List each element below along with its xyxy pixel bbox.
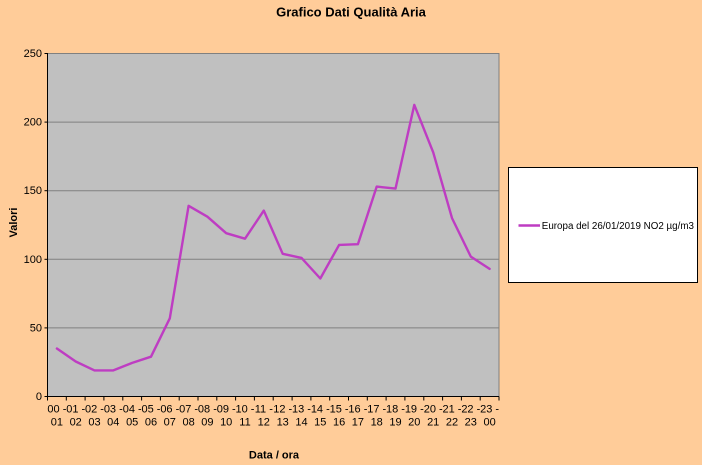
svg-text:18 -: 18 - [386,403,405,415]
svg-text:05: 05 [126,416,138,428]
svg-text:09: 09 [201,416,213,428]
svg-text:16: 16 [333,416,345,428]
svg-text:20 -: 20 - [424,403,443,415]
svg-text:11 -: 11 - [255,403,273,415]
svg-text:22: 22 [446,416,458,428]
svg-text:Data / ora: Data / ora [249,450,300,462]
svg-text:150: 150 [24,185,42,197]
svg-text:01 -: 01 - [66,403,85,415]
svg-text:06 -: 06 - [160,403,179,415]
svg-text:50: 50 [30,322,42,334]
svg-text:11: 11 [239,416,250,428]
svg-text:04: 04 [107,416,119,428]
svg-text:06: 06 [145,416,157,428]
svg-text:08 -: 08 - [198,403,217,415]
svg-text:19: 19 [389,416,401,428]
svg-text:03 -: 03 - [104,403,123,415]
svg-text:04 -: 04 - [123,403,142,415]
svg-text:23 -: 23 - [480,403,499,415]
svg-text:Grafico Dati Qualità Aria: Grafico Dati Qualità Aria [276,5,427,20]
svg-text:00: 00 [483,416,495,428]
svg-text:250: 250 [24,48,42,60]
svg-text:00 -: 00 - [47,403,66,415]
svg-text:21: 21 [427,416,439,428]
svg-text:20: 20 [408,416,420,428]
svg-text:12: 12 [258,416,270,428]
svg-text:10: 10 [220,416,232,428]
svg-text:09 -: 09 - [217,403,236,415]
svg-text:08: 08 [182,416,194,428]
svg-text:100: 100 [24,254,42,266]
svg-text:23: 23 [465,416,477,428]
svg-text:200: 200 [24,117,42,129]
svg-text:17 -: 17 - [367,403,386,415]
svg-text:0: 0 [36,391,42,403]
svg-text:Europa del 26/01/2019 NO2 µg/m: Europa del 26/01/2019 NO2 µg/m3 [542,221,695,232]
svg-text:02 -: 02 - [85,403,104,415]
svg-text:19 -: 19 - [405,403,424,415]
svg-text:07: 07 [164,416,176,428]
svg-text:13 -: 13 - [292,403,311,415]
svg-text:18: 18 [371,416,383,428]
svg-text:05 -: 05 - [142,403,161,415]
svg-text:12 -: 12 - [273,403,292,415]
svg-text:13: 13 [277,416,289,428]
svg-text:21 -: 21 - [443,403,462,415]
svg-text:07 -: 07 - [179,403,198,415]
svg-text:15: 15 [314,416,326,428]
svg-text:22 -: 22 - [461,403,480,415]
svg-text:02: 02 [70,416,82,428]
svg-text:Valori: Valori [8,208,20,238]
svg-text:15 -: 15 - [330,403,349,415]
svg-text:16 -: 16 - [348,403,367,415]
svg-text:03: 03 [88,416,100,428]
svg-text:14 -: 14 - [311,403,330,415]
svg-text:14: 14 [295,416,307,428]
svg-text:01: 01 [51,416,63,428]
svg-text:10 -: 10 - [236,403,255,415]
svg-text:17: 17 [352,416,364,428]
